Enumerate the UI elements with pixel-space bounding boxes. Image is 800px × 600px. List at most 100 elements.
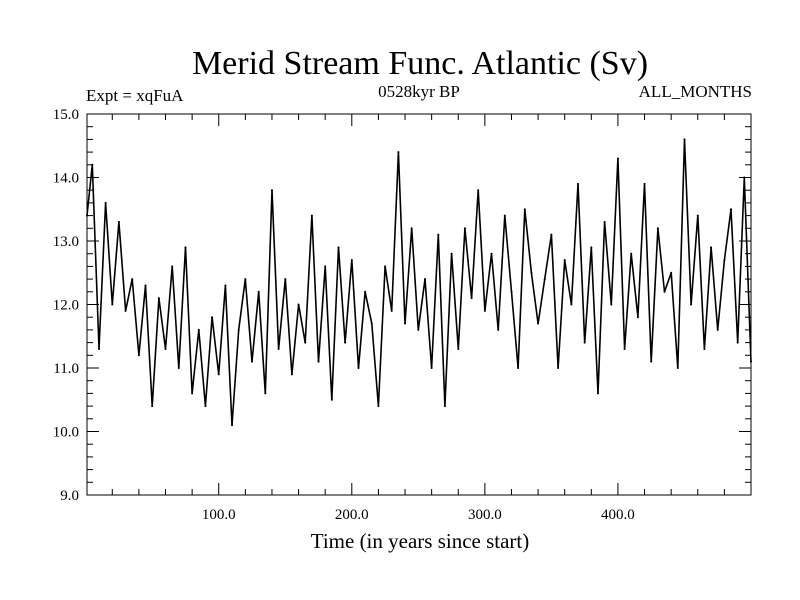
data-point	[463, 227, 466, 230]
data-point	[164, 347, 167, 350]
data-point	[117, 220, 120, 223]
data-point	[477, 189, 480, 192]
y-tick-label: 15.0	[53, 107, 79, 123]
data-point	[350, 259, 353, 262]
data-point	[124, 309, 127, 312]
data-point	[337, 246, 340, 249]
data-point	[390, 309, 393, 312]
data-point	[86, 214, 88, 217]
data-point	[217, 373, 220, 376]
data-point	[630, 252, 633, 255]
data-point	[616, 157, 619, 160]
data-point	[603, 220, 606, 223]
ticks-layer: 9.0 10.0 11.0 12.0 13.0 14.0 15.0 100.0 200.0 300…	[53, 107, 751, 523]
data-point	[137, 354, 140, 357]
data-point	[570, 303, 573, 306]
data-point	[97, 347, 100, 350]
months-label: ALL_MONTHS	[639, 82, 752, 101]
x-tick-label: 200.0	[335, 507, 369, 523]
data-point	[104, 201, 107, 204]
data-point	[577, 182, 580, 185]
data-point	[330, 398, 333, 401]
data-point	[716, 328, 719, 331]
x-tick-label: 300.0	[468, 507, 502, 523]
data-point	[377, 405, 380, 408]
data-point	[530, 271, 533, 274]
data-point	[557, 367, 560, 369]
data-point	[710, 246, 713, 249]
data-point	[204, 405, 207, 408]
data-point	[596, 392, 599, 395]
y-tick-label: 10.0	[53, 425, 79, 441]
data-point	[244, 278, 247, 281]
data-point	[430, 367, 433, 369]
data-point	[357, 367, 360, 369]
data-point	[523, 208, 526, 211]
data-point	[663, 290, 666, 293]
data-point	[703, 347, 706, 350]
data-point	[297, 303, 300, 306]
x-tick-label: 400.0	[601, 507, 635, 523]
data-point	[111, 303, 114, 306]
data-point	[517, 367, 520, 369]
series-layer	[86, 138, 752, 427]
data-point	[344, 341, 347, 344]
series-line	[86, 138, 752, 427]
data-point	[251, 360, 254, 363]
data-point	[676, 367, 679, 369]
experiment-label: Expt = xqFuA	[86, 86, 184, 105]
data-point	[457, 347, 460, 350]
data-point	[417, 328, 420, 331]
data-point	[224, 284, 227, 287]
data-point	[696, 214, 699, 217]
data-point	[290, 373, 293, 376]
data-point	[650, 360, 653, 363]
data-point	[171, 265, 174, 268]
data-point	[404, 322, 407, 325]
data-point	[683, 138, 686, 141]
data-point	[370, 322, 373, 325]
data-point	[437, 233, 440, 236]
data-point	[497, 328, 500, 331]
data-point	[590, 246, 593, 249]
data-point	[610, 303, 613, 306]
data-point	[237, 328, 240, 331]
data-point	[670, 271, 673, 274]
data-point	[131, 278, 134, 281]
data-point	[91, 163, 94, 166]
data-point	[397, 151, 400, 154]
period-label: 0528kyr BP	[378, 82, 460, 101]
data-point	[211, 316, 214, 319]
data-point	[317, 360, 320, 363]
data-point	[743, 176, 746, 179]
data-point	[384, 265, 387, 268]
data-point	[157, 297, 160, 300]
data-point	[750, 360, 752, 363]
data-point	[656, 227, 659, 230]
data-point	[470, 297, 473, 300]
data-point	[690, 303, 693, 306]
data-point	[324, 265, 327, 268]
data-point	[423, 278, 426, 281]
data-point	[503, 214, 506, 217]
data-point	[643, 182, 646, 185]
data-point	[184, 246, 187, 249]
data-point	[284, 278, 287, 281]
data-point	[144, 284, 147, 287]
data-point	[364, 290, 367, 293]
y-tick-label: 9.0	[60, 488, 79, 504]
data-point	[583, 341, 586, 344]
data-point	[177, 367, 180, 369]
data-point	[443, 405, 446, 408]
data-point	[310, 214, 313, 217]
data-point	[197, 328, 200, 331]
data-point	[264, 392, 267, 395]
chart-title: Merid Stream Func. Atlantic (Sv)	[192, 45, 648, 82]
y-tick-label: 13.0	[53, 234, 79, 250]
plot-frame	[86, 113, 752, 496]
data-point	[723, 259, 726, 262]
data-point	[543, 278, 546, 281]
data-point	[730, 208, 733, 211]
data-point	[490, 252, 493, 255]
